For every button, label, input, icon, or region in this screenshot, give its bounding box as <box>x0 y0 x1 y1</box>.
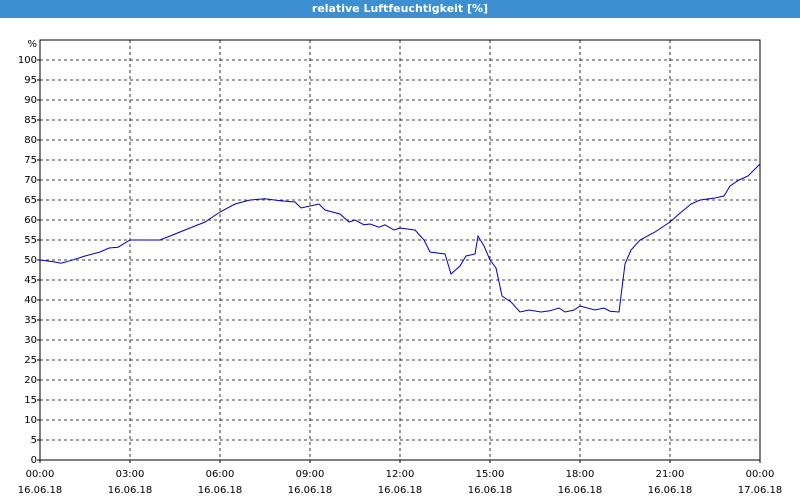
y-tick-label: 30 <box>24 335 37 346</box>
y-tick-label: 65 <box>24 195 37 206</box>
y-tick-label: 0 <box>31 455 37 466</box>
x-tick-date: 16.06.18 <box>558 485 603 496</box>
data-line <box>39 163 761 313</box>
x-tick-label: 15:00 <box>476 469 505 480</box>
y-tick-label: 90 <box>24 95 37 106</box>
x-tick-label: 21:00 <box>656 469 685 480</box>
x-tick-date: 16.06.18 <box>18 485 63 496</box>
x-tick-label: 06:00 <box>206 469 235 480</box>
y-tick-label: 25 <box>24 355 37 366</box>
x-tick-label: 09:00 <box>296 469 325 480</box>
y-axis-label: % <box>27 39 37 50</box>
plot-frame <box>39 39 761 461</box>
x-tick-label: 00:00 <box>26 469 55 480</box>
y-tick-label: 70 <box>24 175 37 186</box>
x-tick-date: 16.06.18 <box>288 485 333 496</box>
y-tick-label: 10 <box>24 415 37 426</box>
x-tick-label: 12:00 <box>386 469 415 480</box>
y-tick-label: 50 <box>24 255 37 266</box>
x-tick-date: 16.06.18 <box>108 485 153 496</box>
x-tick-label: 03:00 <box>116 469 145 480</box>
y-tick-label: 100 <box>18 55 37 66</box>
y-tick-label: 95 <box>24 75 37 86</box>
y-tick-label: 55 <box>24 235 37 246</box>
x-tick-date: 17.06.18 <box>738 485 783 496</box>
y-tick-label: 60 <box>24 215 37 226</box>
title-bar: relative Luftfeuchtigkeit [%] <box>0 0 800 18</box>
x-tick-date: 16.06.18 <box>378 485 423 496</box>
y-tick-label: 40 <box>24 295 37 306</box>
x-tick-label: 00:00 <box>746 469 775 480</box>
y-tick-label: 5 <box>31 435 37 446</box>
x-tick-date: 16.06.18 <box>468 485 513 496</box>
y-tick-label: 20 <box>24 375 37 386</box>
x-tick-date: 16.06.18 <box>198 485 243 496</box>
x-tick-label: 18:00 <box>566 469 595 480</box>
y-tick-label: 15 <box>24 395 37 406</box>
y-tick-label: 75 <box>24 155 37 166</box>
y-tick-label: 45 <box>24 275 37 286</box>
y-tick-label: 85 <box>24 115 37 126</box>
y-tick-label: 80 <box>24 135 37 146</box>
x-tick-date: 16.06.18 <box>648 485 693 496</box>
y-tick-label: 35 <box>24 315 37 326</box>
